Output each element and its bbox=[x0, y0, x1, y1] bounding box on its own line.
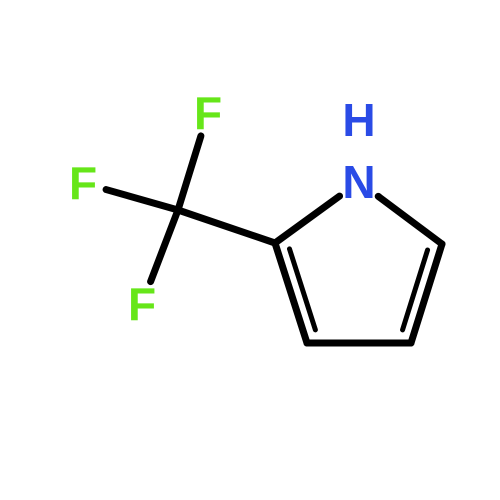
molecule-diagram: F F F NH bbox=[0, 0, 500, 500]
bond bbox=[275, 196, 340, 243]
bond-double-inner bbox=[403, 250, 428, 330]
atom-label-f: F bbox=[194, 87, 222, 139]
bond bbox=[151, 210, 178, 282]
bond bbox=[106, 190, 178, 210]
bond bbox=[178, 210, 275, 243]
atom-label-f: F bbox=[69, 157, 97, 209]
atom-label-n: N bbox=[342, 156, 375, 208]
bond bbox=[178, 136, 201, 210]
atom-label-f: F bbox=[128, 278, 156, 330]
bond bbox=[378, 196, 442, 244]
atom-label-h: H bbox=[342, 94, 375, 146]
